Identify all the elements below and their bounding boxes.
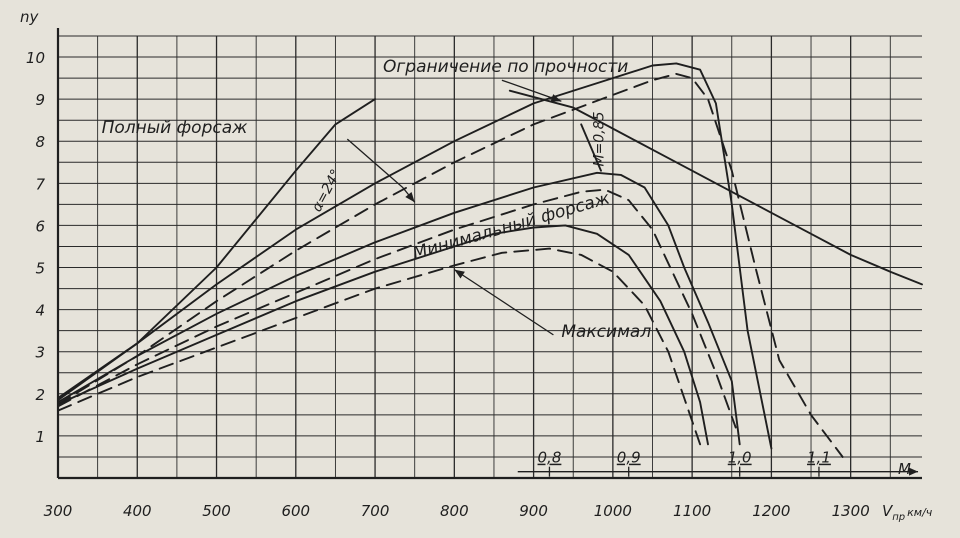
y-tick-label: 9 — [35, 91, 45, 109]
x-tick-label: 500 — [202, 502, 231, 520]
series-line-6 — [57, 224, 709, 446]
y-tick-label: 1 — [35, 428, 45, 446]
x-tick-label: 1100 — [673, 502, 711, 520]
series-line-4 — [57, 171, 741, 446]
annotation-label: α=24° — [309, 167, 345, 215]
leader-arrow-1 — [550, 94, 562, 102]
y-tick-label: 7 — [35, 175, 45, 193]
annotation-label: Полный форсаж — [102, 118, 249, 138]
x-axis-title: Vпр км/ч — [882, 502, 933, 523]
y-axis-title: ny — [20, 8, 40, 26]
leader-line-3 — [453, 269, 554, 336]
x-tick-label: 700 — [361, 502, 390, 520]
annotation-label: Ограничение по прочности — [383, 57, 628, 77]
x-axis-title-sub: пр — [892, 512, 905, 523]
x-tick-label: 1300 — [832, 502, 870, 520]
y-tick-label: 6 — [35, 217, 45, 235]
y-tick-label: 5 — [35, 260, 45, 278]
series-line-2 — [57, 62, 773, 450]
leader-arrow-2 — [405, 191, 415, 203]
x-axis-title-main: V — [882, 502, 894, 520]
x-tick-label: 1200 — [752, 502, 790, 520]
grid — [56, 28, 922, 480]
mach-axis-title: M — [898, 460, 911, 478]
series-line-7 — [57, 247, 702, 446]
series-line-3 — [57, 72, 844, 458]
series-line-9 — [580, 123, 602, 172]
x-axis-title-unit: км/ч — [907, 506, 933, 519]
annotation-label: Максимал — [561, 322, 651, 342]
y-tick-label: 4 — [35, 302, 45, 320]
mach-tick-label: 0,8 — [538, 449, 562, 467]
tick-labels: 300 400 500 600 700 800 900 1000 1100 1200 1300 1 2 3… — [26, 49, 870, 520]
mach-tick-label: 1,1 — [807, 449, 831, 467]
y-tick-label: 2 — [35, 386, 45, 404]
x-tick-label: 800 — [440, 502, 469, 520]
mach-axis-arrow — [909, 467, 919, 476]
x-tick-label: 400 — [123, 502, 152, 520]
leader-arrow-3 — [454, 269, 465, 279]
y-tick-label: 10 — [26, 49, 45, 67]
mach-tick-label: 0,9 — [617, 449, 641, 467]
mach-tick-label: 1,0 — [728, 449, 752, 467]
series-group — [57, 62, 923, 458]
annotation-label: Минимальный форсаж — [411, 188, 613, 264]
x-tick-label: 300 — [44, 502, 73, 520]
axis-titles: ny Vпр км/ч M — [20, 8, 933, 523]
annotation-label: M=0,85 — [591, 111, 607, 166]
x-tick-label: 600 — [281, 502, 310, 520]
leader-lines — [346, 79, 562, 336]
x-tick-label: 900 — [519, 502, 548, 520]
series-line-8 — [508, 89, 923, 286]
x-tick-label: 1000 — [594, 502, 632, 520]
series-line-5 — [57, 188, 737, 429]
leader-line-1 — [501, 79, 562, 102]
y-tick-label: 8 — [35, 133, 45, 151]
y-tick-label: 3 — [35, 344, 45, 362]
